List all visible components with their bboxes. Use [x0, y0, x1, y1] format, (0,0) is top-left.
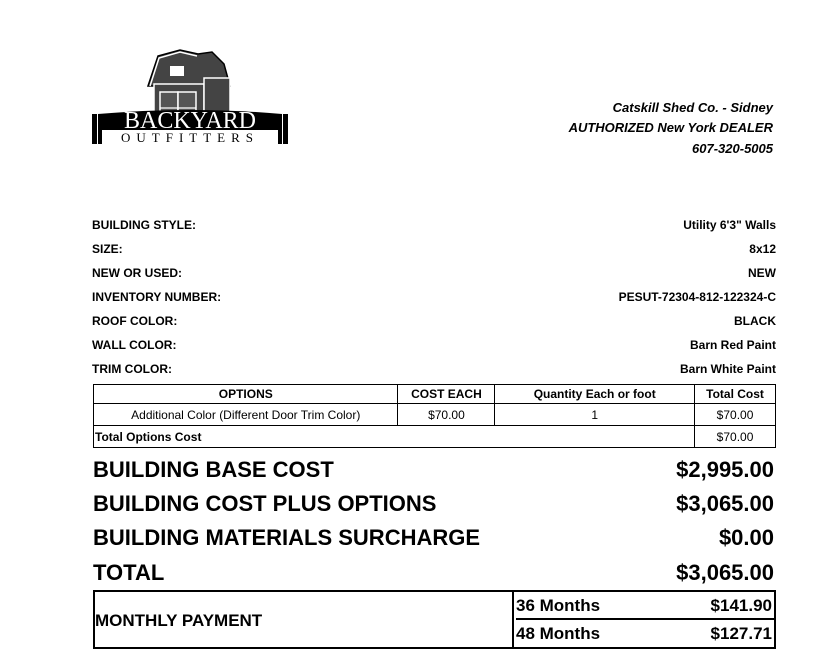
cost-value: $2,995.00	[676, 457, 774, 482]
option-total: $70.00	[694, 403, 776, 426]
svg-text:BACKYARD: BACKYARD	[124, 108, 256, 134]
option-quantity: 1	[494, 403, 696, 426]
detail-label: ROOF COLOR:	[92, 314, 178, 328]
header-options: OPTIONS	[92, 384, 399, 404]
options-header-row: OPTIONS COST EACH Quantity Each or foot …	[92, 384, 776, 404]
table-row: Additional Color (Different Door Trim Co…	[92, 403, 776, 426]
detail-label: INVENTORY NUMBER:	[92, 290, 222, 304]
detail-value: 8x12	[749, 242, 776, 256]
plan-36: 36 Months $141.90	[516, 592, 774, 620]
option-cost-each: $70.00	[397, 403, 496, 426]
plan-48: 48 Months $127.71	[516, 620, 774, 648]
backyard-outfitters-logo: BACKYARD OUTFITTERS	[92, 49, 288, 145]
detail-label: SIZE:	[92, 242, 123, 256]
detail-value: PESUT-72304-812-122324-C	[618, 290, 776, 304]
cost-value: $3,065.00	[676, 560, 774, 585]
plan-amount: $141.90	[710, 596, 772, 615]
cost-label: BUILDING MATERIALS SURCHARGE	[93, 525, 481, 550]
total-options-row: Total Options Cost $70.00	[92, 425, 776, 448]
header-total-cost: Total Cost	[694, 384, 776, 404]
plan-amount: $127.71	[710, 624, 772, 643]
monthly-payment-box: MONTHLY PAYMENT 36 Months $141.90 48 Mon…	[93, 590, 776, 649]
plan-term: 36 Months	[516, 596, 601, 615]
dealer-authorized: AUTHORIZED New York DEALER	[568, 120, 773, 135]
header-quantity: Quantity Each or foot	[494, 384, 696, 404]
dealer-name: Catskill Shed Co. - Sidney	[612, 100, 773, 115]
cost-label: TOTAL	[93, 560, 165, 585]
detail-label: WALL COLOR:	[92, 338, 177, 352]
cost-value: $0.00	[718, 525, 774, 550]
total-options-value: $70.00	[694, 425, 776, 448]
cost-label: BUILDING BASE COST	[93, 457, 334, 482]
option-name: Additional Color (Different Door Trim Co…	[92, 403, 399, 426]
detail-value: NEW	[748, 266, 776, 280]
plan-term: 48 Months	[516, 624, 601, 643]
header-cost-each: COST EACH	[397, 384, 496, 404]
cost-label: BUILDING COST PLUS OPTIONS	[93, 491, 437, 516]
dealer-phone: 607-320-5005	[692, 141, 773, 156]
monthly-payment-label: MONTHLY PAYMENT	[95, 592, 514, 647]
detail-value: Barn White Paint	[679, 362, 776, 376]
cost-value: $3,065.00	[676, 491, 774, 516]
svg-text:OUTFITTERS: OUTFITTERS	[121, 130, 259, 145]
detail-value: Utility 6'3" Walls	[683, 218, 776, 232]
total-options-label: Total Options Cost	[92, 425, 696, 448]
detail-label: NEW OR USED:	[92, 266, 182, 280]
options-table: OPTIONS COST EACH Quantity Each or foot …	[92, 384, 776, 448]
detail-value: BLACK	[734, 314, 776, 328]
detail-label: TRIM COLOR:	[92, 362, 172, 376]
detail-label: BUILDING STYLE:	[92, 218, 196, 232]
detail-value: Barn Red Paint	[689, 338, 776, 352]
